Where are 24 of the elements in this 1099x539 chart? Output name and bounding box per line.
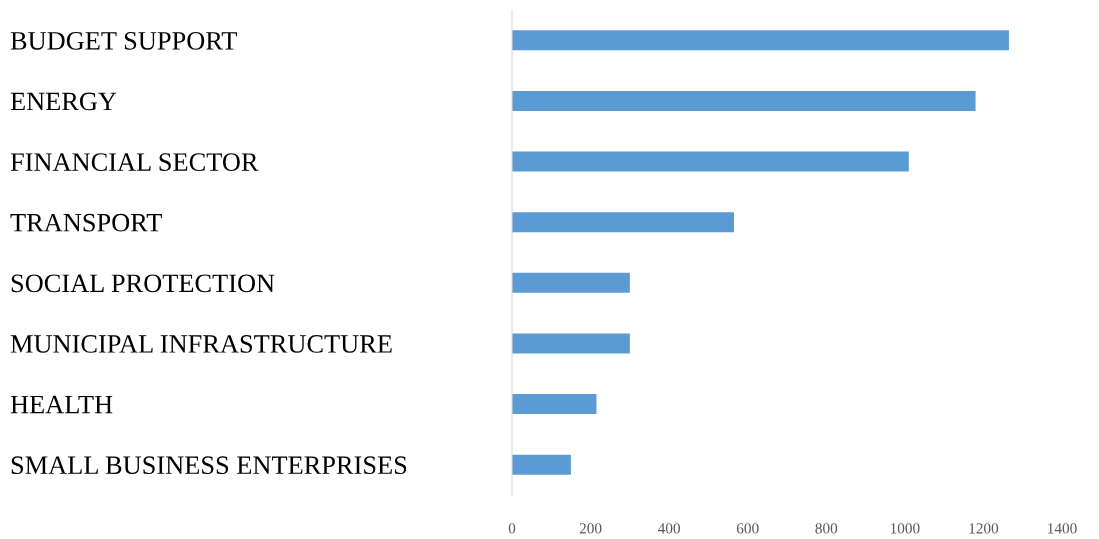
x-tick-label: 1200 [969, 523, 999, 534]
y-tick-label: HEALTH [10, 395, 113, 414]
x-tick-label: 600 [736, 523, 759, 534]
y-tick-label: FINANCIAL SECTOR [10, 153, 259, 171]
y-tick-label: ENERGY [10, 92, 117, 111]
x-tick-label: 0 [508, 523, 516, 534]
x-tick-label: 800 [815, 523, 838, 534]
bar [512, 272, 630, 293]
y-tick-label: SMALL BUSINESS ENTERPRISES [11, 456, 407, 475]
y-tick-label: SOCIAL PROTECTION [11, 274, 275, 293]
bar [512, 333, 630, 354]
bar [512, 394, 597, 415]
bar [512, 454, 571, 475]
y-tick-label: TRANSPORT [10, 213, 162, 232]
bar [512, 90, 976, 111]
bar [512, 151, 909, 172]
y-tick-label: MUNICIPAL INFRASTRUCTURE [10, 335, 392, 353]
x-tick-label: 1000 [890, 523, 920, 534]
bar [512, 212, 734, 233]
bar [512, 30, 1009, 51]
y-tick-label: BUDGET SUPPORT [10, 31, 237, 50]
x-tick-label: 1400 [1048, 523, 1077, 534]
x-tick-label: 400 [657, 523, 681, 534]
x-tick-label: 200 [579, 523, 602, 534]
